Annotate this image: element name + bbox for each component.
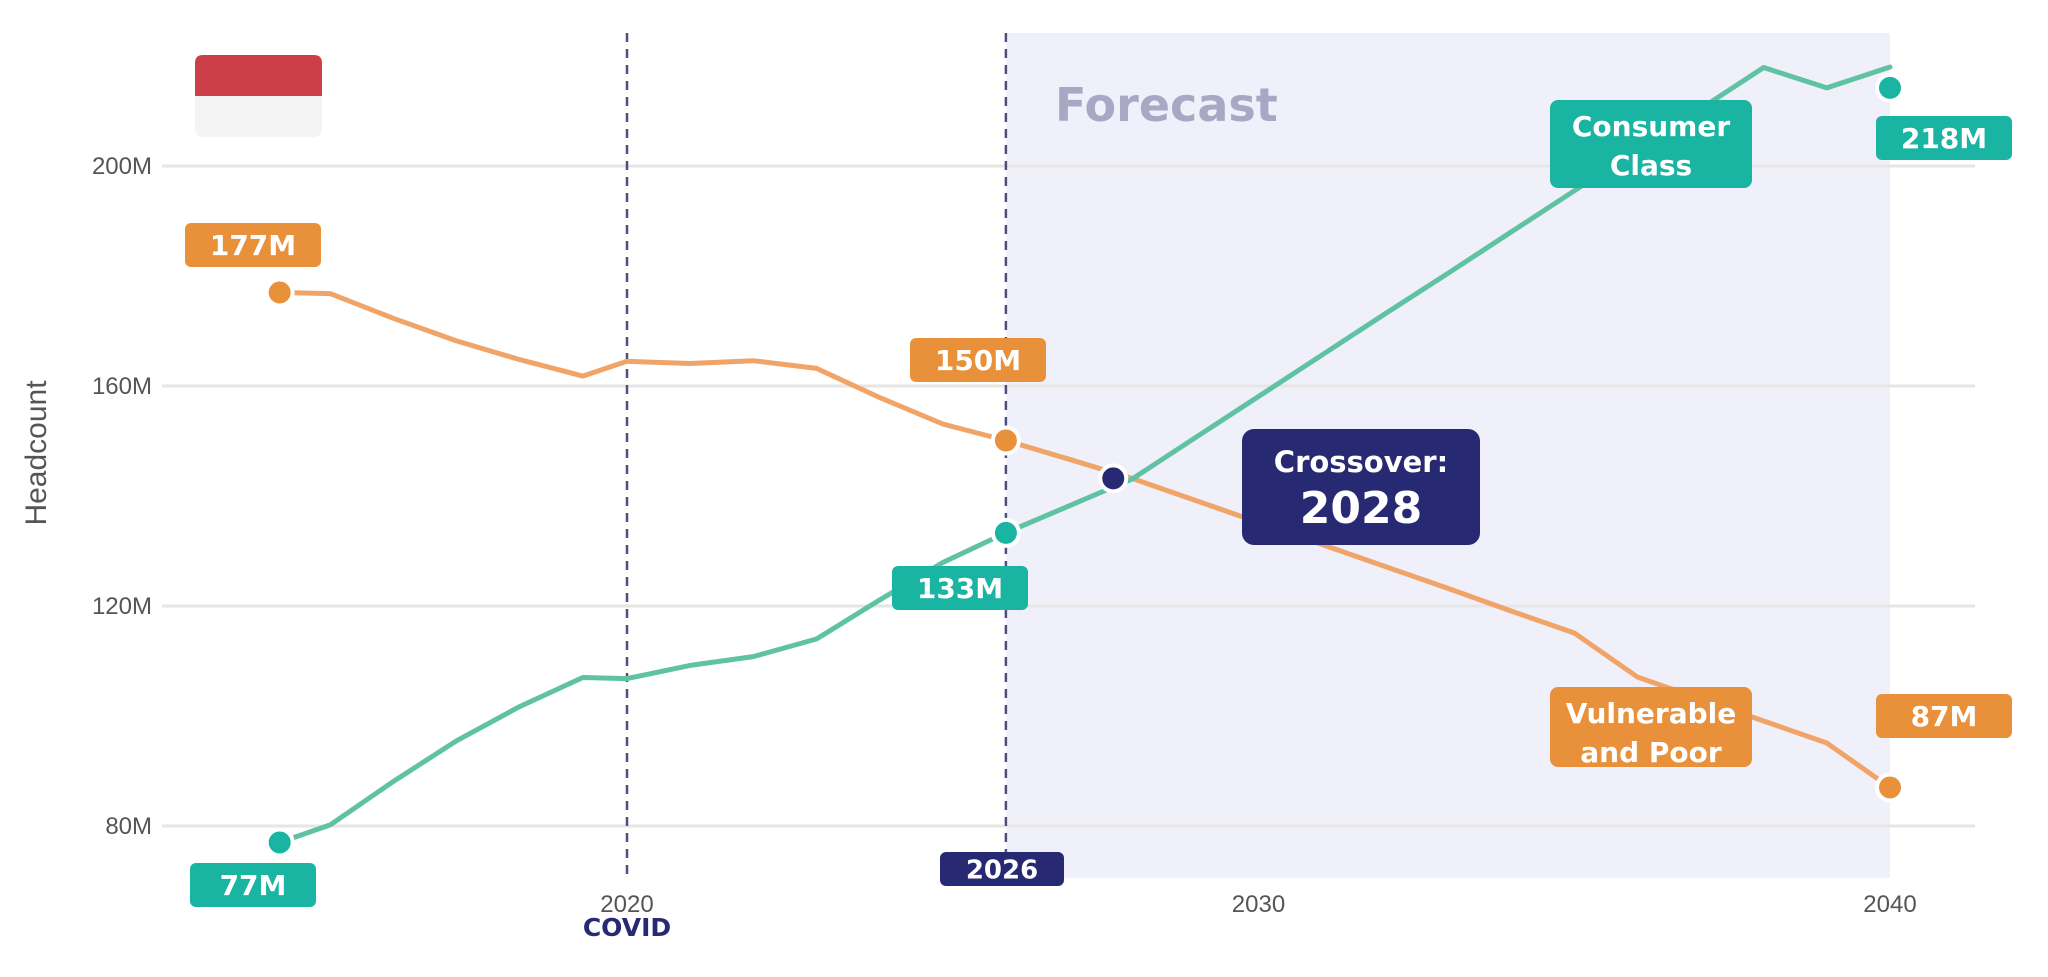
x-tick-label: 2040: [1863, 891, 1916, 918]
label-cc-2026: 133M: [917, 572, 1003, 605]
label-cc-end: 218M: [1901, 122, 1987, 155]
series-line-vulnerable: [277, 290, 1893, 790]
y-tick-label: 200M: [92, 153, 152, 180]
crossover-year: 2028: [1300, 483, 1422, 534]
label-vp-2026-box: [910, 338, 1046, 382]
marker-vp-2026: [990, 425, 1021, 456]
series-label-vulnerable-box: [1550, 687, 1752, 767]
y-tick-label: 80M: [105, 813, 152, 840]
marker-vp-start: [264, 277, 295, 308]
marker-crossover: [1098, 463, 1129, 494]
label-cc-start: 77M: [220, 869, 287, 902]
x-tick-label: 2030: [1232, 891, 1285, 918]
flag-top: [195, 55, 322, 96]
covid-label: COVID: [583, 913, 671, 942]
y-axis-label: Headcount: [20, 380, 53, 526]
forecast-label: Forecast: [1055, 78, 1278, 132]
marker-cc-2026: [990, 517, 1021, 548]
series-label-consumer-line-2: Class: [1610, 149, 1692, 182]
label-2026: 2026: [966, 855, 1038, 885]
crossover-box: [1242, 429, 1480, 545]
y-tick-label: 160M: [92, 373, 152, 400]
label-cc-start-box: [190, 863, 316, 907]
marker-cc-end: [1875, 72, 1905, 103]
series-label-consumer-line-1: Consumer: [1572, 110, 1730, 143]
series-label-vulnerable-line-1: Vulnerable: [1566, 697, 1736, 730]
label-cc-2026-box: [892, 566, 1028, 610]
label-2026-box: [940, 852, 1064, 886]
crossover-title: Crossover:: [1274, 445, 1448, 479]
marker-vp-end: [1875, 772, 1905, 803]
marker-cc-start: [264, 827, 295, 858]
series-label-consumer-box: [1550, 100, 1752, 188]
label-vp-start-box: [185, 223, 321, 267]
y-tick-label: 120M: [92, 593, 152, 620]
label-vp-2026: 150M: [935, 344, 1021, 377]
label-cc-end-box: [1876, 116, 2012, 160]
label-vp-end: 87M: [1911, 700, 1978, 733]
x-tick-label: 2020: [600, 891, 653, 918]
label-vp-end-box: [1876, 694, 2012, 738]
series-label-vulnerable-line-2: and Poor: [1580, 736, 1722, 769]
label-vp-start: 177M: [210, 229, 296, 262]
